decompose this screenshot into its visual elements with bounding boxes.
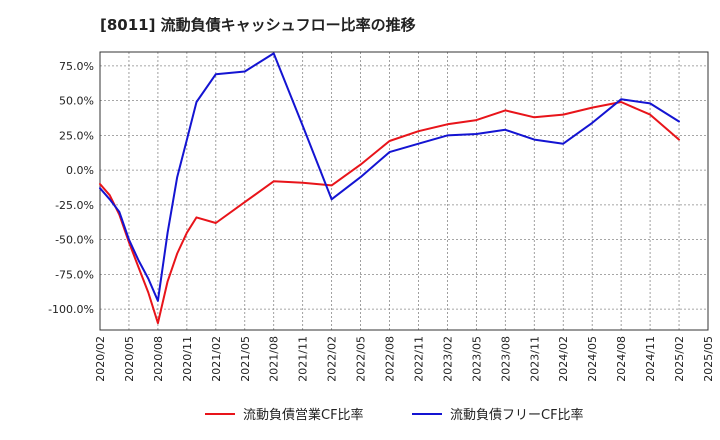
legend-label-2: 流動負債フリーCF比率	[450, 407, 584, 423]
x-tick-label: 2023/11	[528, 336, 541, 382]
x-tick-label: 2022/08	[384, 336, 397, 382]
chart-title: [8011] 流動負債キャッシュフロー比率の推移	[100, 16, 416, 34]
x-tick-label: 2025/05	[702, 336, 715, 382]
legend: 流動負債営業CF比率 流動負債フリーCF比率	[205, 407, 584, 423]
x-tick-label: 2021/05	[239, 336, 252, 382]
x-tick-label: 2024/02	[557, 336, 570, 382]
series-layer	[99, 52, 680, 325]
x-tick-label: 2024/11	[644, 336, 657, 382]
x-tick-label: 2021/08	[268, 336, 281, 382]
y-tick-label: -50.0%	[55, 234, 94, 247]
x-tick-label: 2023/05	[470, 336, 483, 382]
x-tick-label: 2023/02	[441, 336, 454, 382]
y-axis-ticks: 75.0% 50.0% 25.0% 0.0% -25.0% -50.0% -75.0% -10…	[48, 60, 94, 316]
y-tick-label: 75.0%	[59, 60, 94, 73]
grid-layer	[99, 52, 709, 330]
x-tick-label: 2022/11	[412, 336, 425, 382]
x-tick-label: 2024/05	[586, 336, 599, 382]
x-tick-label: 2021/11	[297, 336, 310, 382]
plot-frame	[99, 51, 709, 331]
series-line-1	[99, 101, 680, 325]
x-tick-label: 2021/02	[210, 336, 223, 382]
x-tick-label: 2025/02	[673, 336, 686, 382]
y-tick-label: -75.0%	[55, 268, 94, 281]
legend-label-1: 流動負債営業CF比率	[243, 407, 364, 423]
series-line-2	[99, 52, 680, 302]
y-tick-label: 25.0%	[59, 129, 94, 142]
x-tick-label: 2020/05	[123, 336, 136, 382]
x-tick-label: 2022/02	[326, 336, 339, 382]
y-tick-label: 50.0%	[59, 95, 94, 108]
x-tick-label: 2022/05	[355, 336, 368, 382]
x-tick-label: 2024/08	[615, 336, 628, 382]
x-tick-label: 2020/08	[152, 336, 165, 382]
x-tick-label: 2020/02	[94, 336, 107, 382]
x-tick-label: 2020/11	[181, 336, 194, 382]
x-axis-ticks: 2020/02 2020/05 2020/08 2020/11 2021/02 2021/…	[94, 336, 715, 382]
y-tick-label: 0.0%	[66, 164, 94, 177]
x-tick-label: 2023/08	[499, 336, 512, 382]
y-tick-label: -100.0%	[48, 303, 94, 316]
y-tick-label: -25.0%	[55, 199, 94, 212]
